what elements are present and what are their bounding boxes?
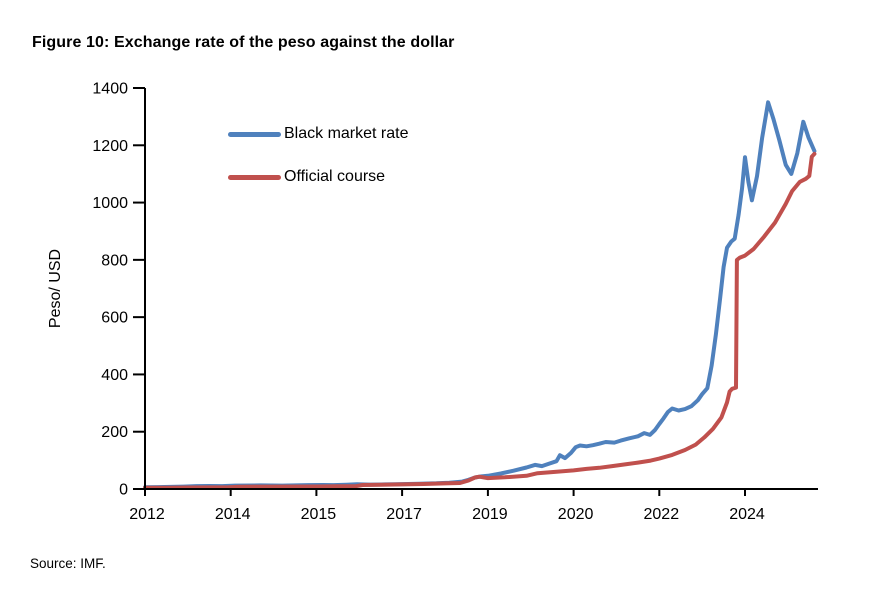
legend-label-official-course: Official course <box>284 168 386 185</box>
y-tick-label: 600 <box>101 310 128 327</box>
x-tick-label: 2019 <box>472 506 508 523</box>
y-axis-title: Peso/ USD <box>47 249 64 328</box>
source-note: Source: IMF. <box>30 556 106 571</box>
x-tick-label: 2024 <box>729 506 765 523</box>
legend-item-black-market-rate: Black market rate <box>228 124 408 144</box>
x-tick-label: 2012 <box>129 506 165 523</box>
legend-item-official-course: Official course <box>228 167 408 187</box>
series-line <box>143 151 817 490</box>
y-tick-label: 1200 <box>92 138 128 155</box>
legend-swatch-official-course <box>228 174 281 180</box>
x-tick-label: 2014 <box>215 506 251 523</box>
y-tick-label: 1000 <box>92 195 128 212</box>
y-tick-label: 400 <box>101 367 128 384</box>
y-tick-label: 200 <box>101 424 128 441</box>
chart-title: Figure 10: Exchange rate of the peso aga… <box>32 34 455 51</box>
x-tick-label: 2015 <box>301 506 337 523</box>
x-tick-label: 2017 <box>386 506 422 523</box>
legend-label-black-market-rate: Black market rate <box>284 125 409 142</box>
y-tick-label: 800 <box>101 252 128 269</box>
y-tick-label: 0 <box>119 482 128 499</box>
chart-legend: Black market rate Official course <box>228 124 408 210</box>
x-tick-label: 2022 <box>644 506 680 523</box>
legend-swatch-black-market-rate <box>228 131 281 137</box>
x-tick-label: 2020 <box>558 506 594 523</box>
y-tick-label: 1400 <box>92 81 128 98</box>
